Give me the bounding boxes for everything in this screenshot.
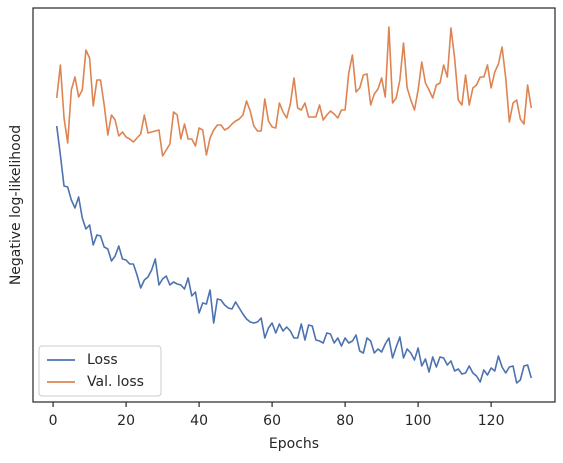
legend-label: Loss [87, 352, 118, 368]
plot-frame [32, 7, 556, 403]
series-line [55, 26, 533, 157]
x-axis-label: Epochs [269, 436, 319, 452]
legend-label: Val. loss [87, 374, 144, 390]
x-tick-label: 100 [405, 413, 432, 429]
series-line [55, 125, 533, 384]
y-axis-label: Negative log-likelihood [8, 125, 24, 285]
x-tick-label: 80 [336, 413, 354, 429]
x-tick-label: 120 [478, 413, 505, 429]
x-tick-label: 60 [263, 413, 281, 429]
x-tick-label: 20 [117, 413, 135, 429]
x-tick-label: 0 [49, 413, 58, 429]
x-tick-label: 40 [190, 413, 208, 429]
legend-box [38, 345, 162, 397]
